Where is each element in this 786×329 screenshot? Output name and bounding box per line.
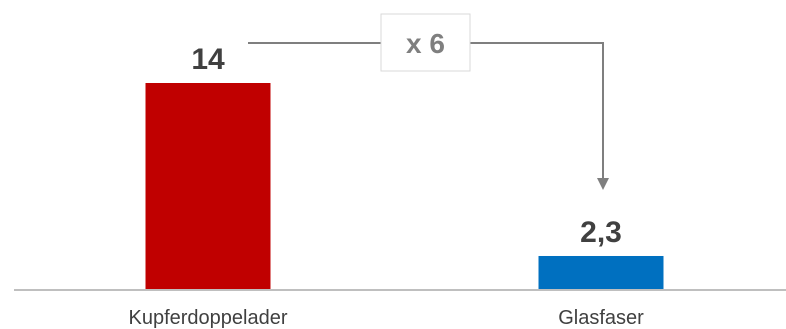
- value-label-kupferdoppelader: 14: [191, 43, 225, 76]
- annotation-arrowhead: [597, 178, 609, 190]
- category-label-kupferdoppelader: Kupferdoppelader: [128, 307, 287, 329]
- bar-kupferdoppelader: [145, 83, 271, 290]
- value-label-glasfaser: 2,3: [580, 216, 622, 249]
- annotation-box: [380, 13, 471, 72]
- annotation-label: x 6: [406, 28, 445, 59]
- annotation-connector-right: [470, 42, 604, 180]
- bar-glasfaser: [538, 255, 664, 290]
- category-label-glasfaser: Glasfaser: [558, 307, 644, 329]
